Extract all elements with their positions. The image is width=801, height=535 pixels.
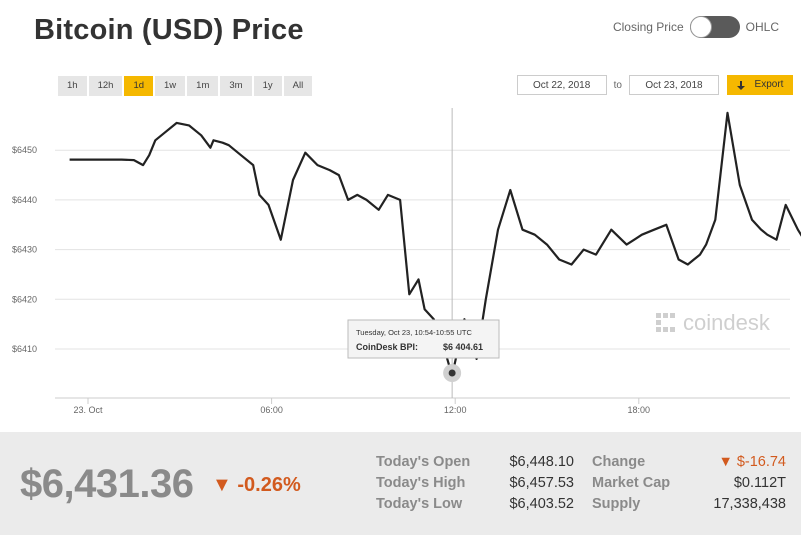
tooltip-value: $6 404.61 xyxy=(443,342,483,352)
date-from-input[interactable]: Oct 22, 2018 xyxy=(516,75,607,95)
stat-key: Today's High xyxy=(376,475,466,491)
export-label: Export xyxy=(754,79,784,90)
range-1w-button[interactable]: 1w xyxy=(155,76,186,96)
stat-value: ▼ $-16.74 xyxy=(718,454,786,470)
range-all-button[interactable]: All xyxy=(283,76,313,96)
range-1y-button[interactable]: 1y xyxy=(253,76,282,96)
x-tick-label: 06:00 xyxy=(260,405,283,415)
chart-grid xyxy=(55,149,790,350)
range-1d-button[interactable]: 1d xyxy=(124,76,154,96)
date-to-input[interactable]: Oct 23, 2018 xyxy=(629,75,719,95)
ohlc-toggle[interactable] xyxy=(689,16,740,38)
summary-panel: $6,431.36 ▼ -0.26% Today's Open $6,448.10… xyxy=(0,432,801,535)
stat-key: Market Cap xyxy=(592,475,671,491)
x-tick-label: 23. Oct xyxy=(73,405,103,415)
range-12h-button[interactable]: 12h xyxy=(88,76,123,96)
x-axis-ticks: 23. Oct 06:00 12:00 18:00 xyxy=(73,398,650,415)
stat-key: Supply xyxy=(592,496,641,512)
download-arrow-icon xyxy=(736,80,745,90)
range-3m-button[interactable]: 3m xyxy=(220,76,252,96)
hover-point xyxy=(448,369,456,377)
range-1h-button[interactable]: 1h xyxy=(58,76,87,96)
coindesk-watermark: coindesk xyxy=(656,310,771,335)
tooltip-label: CoinDesk BPI: xyxy=(356,342,418,352)
stat-value: $6,448.10 xyxy=(509,454,574,470)
y-tick-label: $6430 xyxy=(12,245,37,255)
stat-value: $0.112T xyxy=(733,475,786,491)
y-tick-label: $6440 xyxy=(12,195,37,205)
stat-key: Today's Low xyxy=(376,496,463,512)
ohlc-label: OHLC xyxy=(745,20,779,34)
y-axis-ticks: $6410 $6420 $6430 $6440 $6450 xyxy=(12,145,37,354)
stats-left: Today's Open $6,448.10 Today's High $6,457… xyxy=(376,454,574,517)
stat-key: Today's Open xyxy=(376,454,471,470)
price-chart[interactable]: $6410 $6420 $6430 $6440 $6450 23. Oct 06:00 12… xyxy=(0,100,801,430)
y-tick-label: $6420 xyxy=(12,294,37,304)
range-1m-button[interactable]: 1m xyxy=(187,76,219,96)
current-price: $6,431.36 xyxy=(20,462,194,506)
tooltip-time: Tuesday, Oct 23, 10:54-10:55 UTC xyxy=(356,328,472,337)
stat-key: Change xyxy=(592,454,646,470)
page-title: Bitcoin (USD) Price xyxy=(34,14,304,46)
stat-value: $6,457.53 xyxy=(509,475,574,491)
price-change: ▼ -0.26% xyxy=(212,474,301,497)
closing-price-label: Closing Price xyxy=(612,20,684,34)
watermark-text: coindesk xyxy=(683,310,771,335)
y-tick-label: $6450 xyxy=(12,145,37,155)
range-buttons: 1h 12h 1d 1w 1m 3m 1y All xyxy=(58,76,313,96)
chart-mode-toggle-group: Closing Price OHLC xyxy=(607,16,785,38)
toggle-knob xyxy=(689,16,712,38)
x-tick-label: 18:00 xyxy=(628,405,651,415)
x-tick-label: 12:00 xyxy=(444,405,467,415)
y-tick-label: $6410 xyxy=(12,344,37,354)
date-to-label: to xyxy=(613,79,622,91)
tooltip: Tuesday, Oct 23, 10:54-10:55 UTC CoinDes… xyxy=(347,319,500,359)
stat-value: 17,338,438 xyxy=(713,496,786,512)
stats-right: Change ▼ $-16.74 Market Cap $0.112T Supply… xyxy=(592,454,786,517)
stat-value: $6,403.52 xyxy=(509,496,574,512)
export-button[interactable]: Export xyxy=(727,75,793,95)
down-arrow-icon: ▼ xyxy=(212,474,232,496)
date-range: Oct 22, 2018 to Oct 23, 2018 Export xyxy=(516,75,793,95)
change-percent: -0.26% xyxy=(237,474,301,496)
